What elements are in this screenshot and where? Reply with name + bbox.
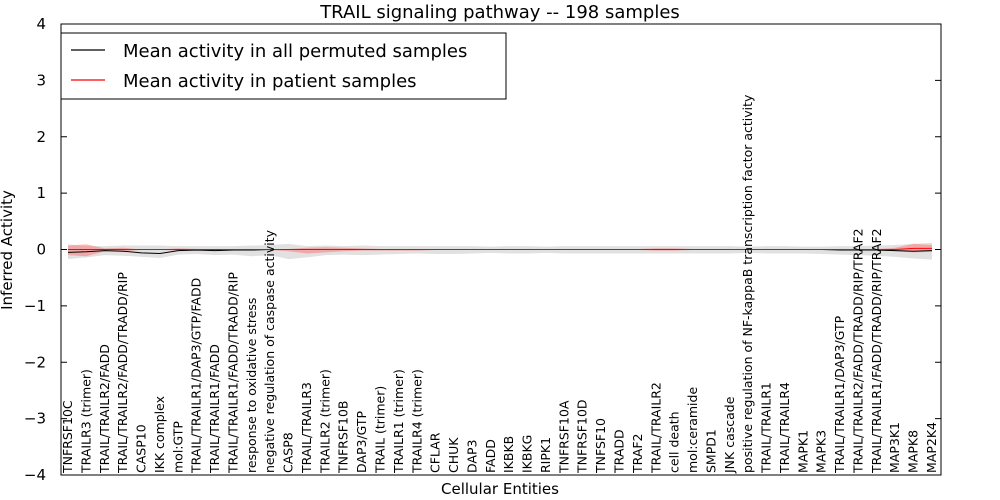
x-tick-label: TNFSF10 xyxy=(593,418,608,474)
x-tick-label: TRAIL/TRAILR4 xyxy=(777,382,792,474)
x-tick-label: IKBKB xyxy=(501,436,516,473)
x-tick-label: RIPK1 xyxy=(538,437,553,473)
x-tick-label: TRAF2 xyxy=(630,433,645,474)
legend: Mean activity in all permuted samples Me… xyxy=(60,32,507,100)
legend-patient-label: Mean activity in patient samples xyxy=(123,71,417,92)
y-tick-label: 2 xyxy=(36,128,46,146)
x-tick-label: TRAIL (trimer) xyxy=(373,386,388,474)
y-tick-label: −4 xyxy=(24,466,46,484)
y-tick-label: −1 xyxy=(24,297,46,315)
x-tick-label: TRAILR2 (trimer) xyxy=(317,369,332,474)
x-tick-label: TRAILR4 (trimer) xyxy=(409,369,424,474)
x-tick-label: TRADD xyxy=(611,429,626,474)
x-tick-label: MAP2K4 xyxy=(924,422,939,473)
x-tick-label: IKK complex xyxy=(152,396,167,473)
legend-box xyxy=(60,32,507,100)
x-tick-label: TRAIL/TRAILR1/DAP3/GTP/FADD xyxy=(189,278,204,474)
x-tick-label: TRAIL/TRAILR2/FADD/TRADD/RIP/TRAF2 xyxy=(850,228,865,474)
x-tick-label: TRAIL/TRAILR1/FADD/TRADD/RIP xyxy=(225,272,240,474)
chart-title: TRAIL signaling pathway -- 198 samples xyxy=(319,2,680,23)
series-lines xyxy=(67,247,933,254)
x-tick-label: cell death xyxy=(667,411,682,473)
x-tick-label: CASP8 xyxy=(281,432,296,473)
x-tick-label: MAPK8 xyxy=(906,430,921,473)
x-tick-label: DAP3 xyxy=(464,440,479,473)
y-tick-label: 1 xyxy=(36,184,46,202)
y-axis-label: Inferred Activity xyxy=(0,190,16,310)
x-tick-label: TNFRSF10D xyxy=(575,399,590,474)
x-tick-label: positive regulation of NF-kappaB transcr… xyxy=(740,94,755,473)
x-tick-label: TNFRSF10C xyxy=(60,400,75,474)
x-tick-label: FADD xyxy=(483,439,498,473)
x-tick-label: MAP3K1 xyxy=(887,422,902,473)
category-labels: TNFRSF10C TRAILR3 (trimer) TRAIL/TRAILR2/F… xyxy=(60,94,939,474)
x-tick-label: TRAIL/TRAILR1/FADD xyxy=(207,344,222,474)
permuted-band xyxy=(68,242,932,260)
x-tick-label: TRAILR1 (trimer) xyxy=(391,369,406,474)
x-tick-label: response to oxidative stress xyxy=(244,298,259,473)
x-tick-label: IKBKG xyxy=(520,435,535,473)
x-tick-label: TNFRSF10B xyxy=(336,401,351,474)
x-tick-label: DAP3/GTP xyxy=(354,410,369,473)
patient-mean-line xyxy=(68,247,932,250)
y-tick-label: −3 xyxy=(24,410,46,428)
legend-permuted-label: Mean activity in all permuted samples xyxy=(123,41,467,62)
patient-band xyxy=(68,243,932,257)
x-axis-label: Cellular Entities xyxy=(441,480,559,498)
x-tick-label: MAPK3 xyxy=(814,430,829,473)
x-tick-label: JNK cascade xyxy=(722,396,737,474)
x-tick-label: CHUK xyxy=(446,437,461,473)
x-tick-label: TRAIL/TRAILR1 xyxy=(759,382,774,474)
x-tick-label: mol:GTP xyxy=(170,421,185,473)
x-tick-label: TRAIL/TRAILR3 xyxy=(299,382,314,474)
x-tick-label: negative regulation of caspase activity xyxy=(262,229,277,473)
x-tick-label: TRAIL/TRAILR1/FADD/TRADD/RIP/TRAF2 xyxy=(869,228,884,474)
x-tick-label: SMPD1 xyxy=(703,429,718,473)
y-tick-label: 4 xyxy=(36,15,46,33)
x-tick-label: CFLAR xyxy=(428,432,443,473)
y-tick-label: 0 xyxy=(36,241,46,259)
plot-frame xyxy=(60,23,942,476)
x-tick-label: mol:ceramide xyxy=(685,387,700,473)
x-tick-label: TRAIL/TRAILR2/FADD xyxy=(97,344,112,474)
x-tick-label: MAPK1 xyxy=(795,430,810,473)
y-tick-label: 3 xyxy=(36,71,46,89)
y-axis-ticks: −4 −3 −2 −1 0 1 2 3 4 xyxy=(24,15,941,484)
y-tick-label: −2 xyxy=(24,353,46,371)
x-tick-label: TNFRSF10A xyxy=(556,400,571,474)
x-tick-label: TRAIL/TRAILR2/FADD/TRADD/RIP xyxy=(115,272,130,474)
error-bands xyxy=(68,242,932,260)
x-tick-label: TRAIL/TRAILR2 xyxy=(648,382,663,474)
x-tick-label: TRAIL/TRAILR1/DAP3/GTP xyxy=(832,315,847,474)
x-tick-label: TRAILR3 (trimer) xyxy=(78,369,93,474)
x-tick-label: CASP10 xyxy=(134,424,149,473)
